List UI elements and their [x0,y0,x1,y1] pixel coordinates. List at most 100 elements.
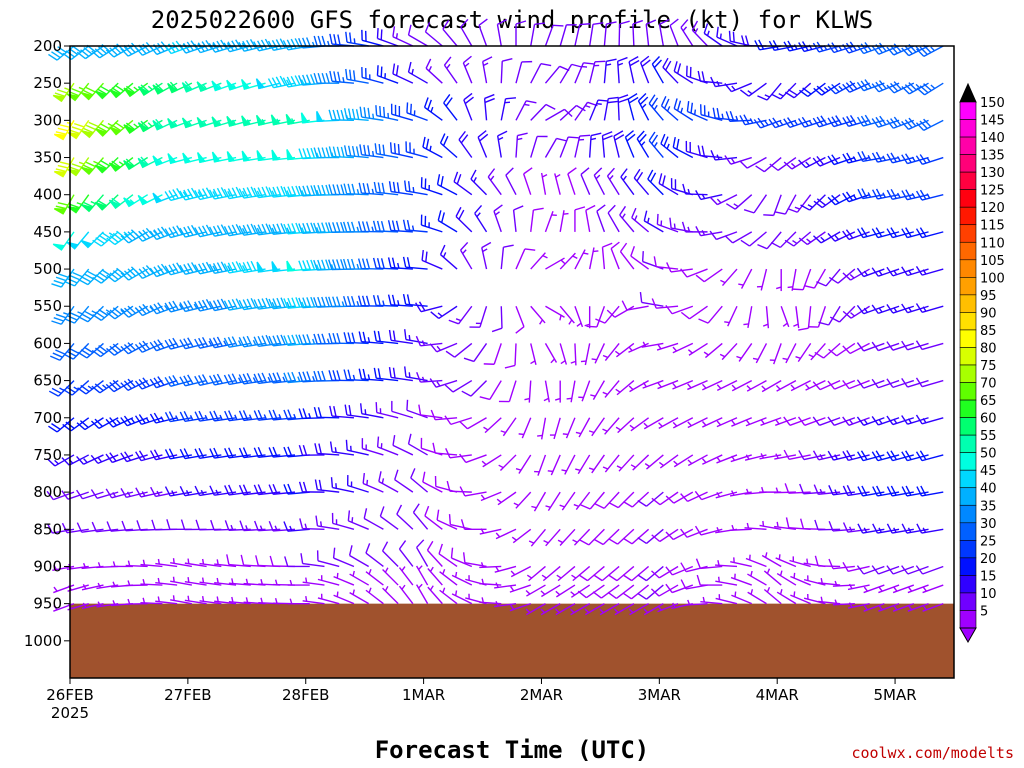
wind-barb [863,602,885,612]
wind-barb [608,491,635,509]
wind-barb [624,130,636,158]
wind-barb [746,379,767,392]
wind-barb [480,491,502,502]
wind-barb [615,380,635,396]
wind-barb [479,528,502,535]
plot-area [46,18,955,679]
colorbar-label: 20 [980,552,997,567]
wind-barb [775,417,797,426]
wind-barb [724,305,738,327]
wind-barb [687,454,708,467]
wind-barb [857,227,885,239]
wind-barb [621,300,649,311]
wind-barb [123,82,149,98]
wind-barb [907,602,929,612]
y-tick-label: 500 [33,260,62,278]
wind-barb [140,579,163,586]
wind-barb [493,204,503,233]
wind-barb [715,594,738,605]
wind-barb [404,366,428,382]
wind-barb [505,167,517,196]
wind-barb [184,558,207,568]
wind-barb [827,154,856,166]
wind-barb [730,573,752,586]
wind-barb [916,82,944,96]
wind-barb [871,416,900,426]
wind-barb [500,417,517,437]
wind-barb [729,524,752,531]
wind-barb [402,293,428,307]
wind-barb [580,491,605,510]
wind-barb [630,454,650,471]
wind-barb [814,555,841,568]
wind-barb [701,454,723,465]
wind-barb [804,268,827,289]
wind-barb [317,575,340,586]
wind-barb [214,559,237,568]
wind-barb [901,450,929,462]
wind-barb [120,415,148,427]
wind-barb [331,512,355,530]
wind-barb [566,380,576,403]
wind-barb [827,450,856,461]
wind-barb [330,477,355,493]
wind-barb [673,454,694,468]
wind-barb [460,519,487,530]
colorbar-swatch [959,347,977,366]
wind-barb [427,585,443,605]
wind-barb [149,302,178,315]
wind-barb [359,106,384,122]
wind-barb [610,241,620,270]
wind-barb [136,520,163,531]
wind-barb [842,268,870,281]
colorbar-label: 70 [980,377,997,392]
wind-barb [915,154,944,165]
wind-barb [155,596,178,605]
wind-barb [665,528,694,541]
colorbar-swatch [959,417,977,436]
wind-barb [388,367,413,382]
wind-barb [415,539,429,567]
wind-barb [344,404,369,419]
wind-barb [52,231,75,251]
wind-barb [922,584,944,594]
wind-barb [673,98,694,121]
wind-barb [886,304,915,314]
wind-barb [645,19,657,47]
wind-barb [774,453,797,460]
wind-barb [398,540,414,567]
wind-barb [439,587,458,605]
wind-barb [787,268,797,291]
wind-barb [812,41,841,53]
wind-barb [500,244,514,270]
y-tick-label: 650 [33,372,62,390]
wind-barb [716,417,738,428]
wind-barb [81,119,105,139]
wind-barb [554,380,561,403]
wind-barb [631,207,650,233]
wind-barb [776,589,797,605]
wind-barb [134,303,163,317]
wind-barb [494,600,517,608]
wind-barb [593,528,620,546]
wind-barb [90,454,119,465]
wind-barb [641,341,664,348]
wind-barb [223,39,251,53]
wind-barb [545,305,565,321]
wind-barb [287,598,310,605]
wind-barb [402,256,428,270]
wind-barb [530,305,546,325]
wind-barb [747,570,767,586]
wind-barb [907,584,929,594]
wind-barb [184,577,207,586]
wind-barb [483,93,495,121]
wind-barb [842,229,870,241]
wind-barb [121,520,148,532]
wind-barb [768,117,797,129]
wind-barb [105,379,134,393]
wind-barb [543,528,561,547]
wind-barb [106,521,133,532]
wind-barb [630,245,650,270]
wind-barb [420,177,443,196]
wind-barb [601,242,613,270]
